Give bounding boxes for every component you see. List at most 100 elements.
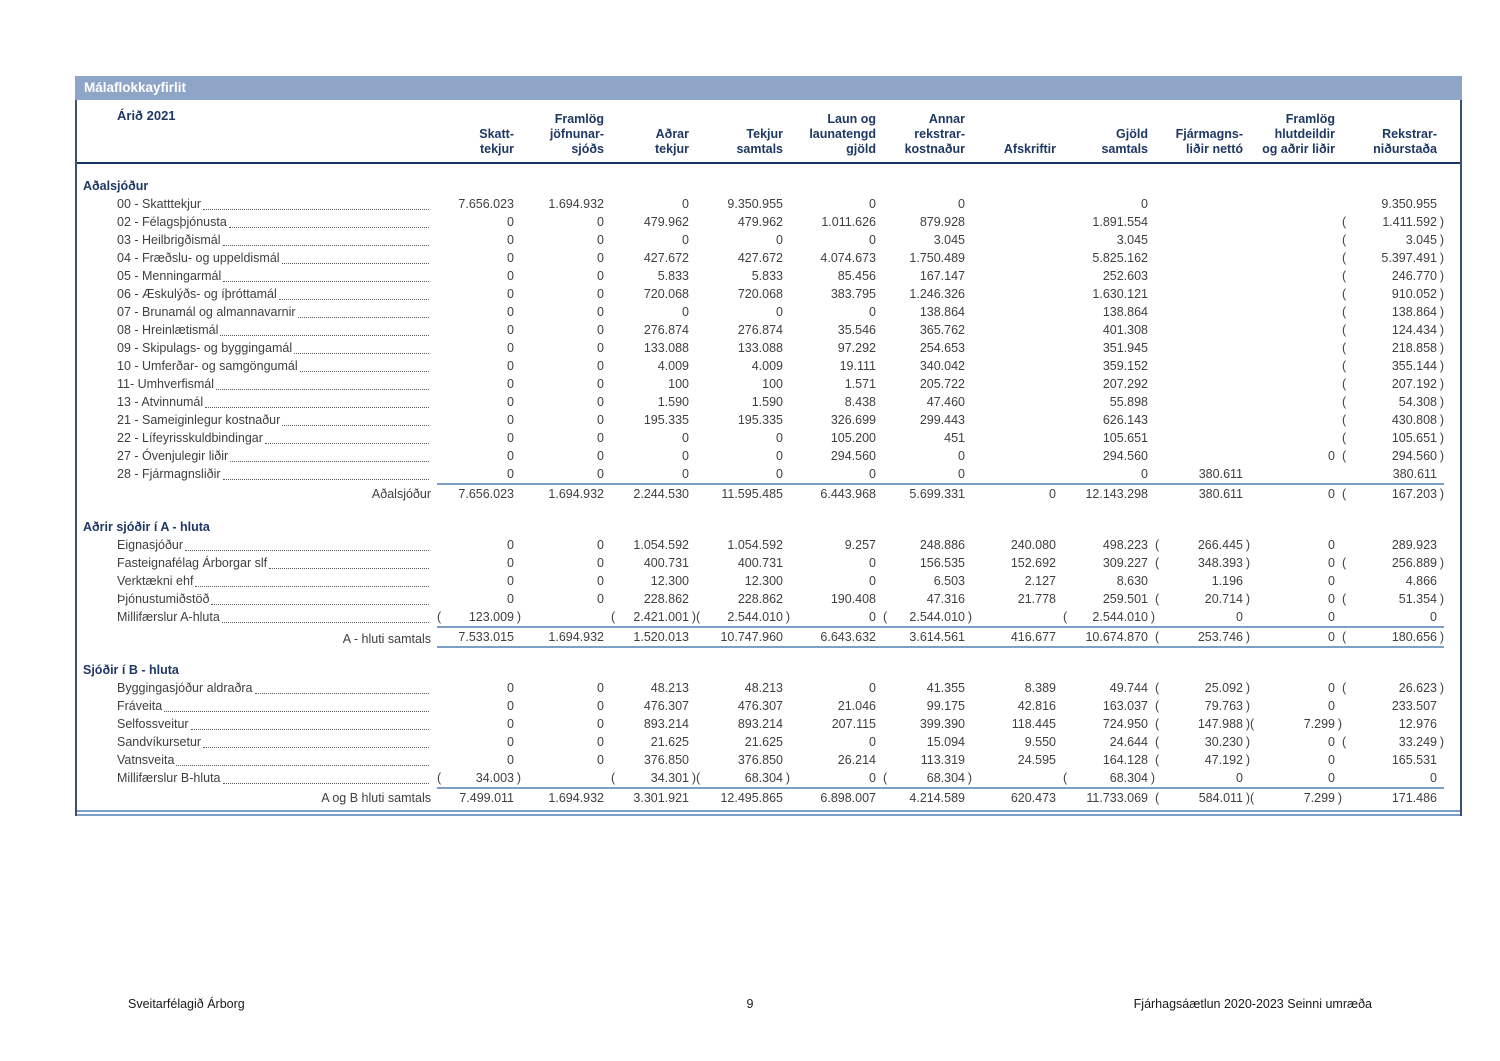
value-cell: 0: [521, 339, 611, 357]
value-cell: 12.300: [611, 572, 696, 590]
paren-close: [604, 628, 611, 646]
value-cell: 0: [1250, 626, 1342, 648]
cell-number: 0: [1141, 197, 1148, 211]
value-cell: 0: [790, 608, 883, 626]
cell-number: 0: [507, 287, 514, 301]
paren-close: [1335, 608, 1342, 626]
paren-open: [611, 536, 618, 554]
paren-open: [521, 411, 528, 429]
row-label: 09 - Skipulags- og byggingamál: [77, 339, 437, 357]
row-label-text: 13 - Atvinnumál: [117, 395, 204, 409]
paren-open: [1250, 447, 1257, 465]
paren-close: [965, 339, 972, 357]
value-cell: 359.152: [1063, 357, 1155, 375]
value-cell: 0: [521, 465, 611, 483]
paren-close: ): [516, 771, 521, 785]
paren-open: [972, 789, 979, 807]
paren-close: [1335, 679, 1342, 697]
paren-close: [876, 357, 883, 375]
value-cell: 4.074.673: [790, 249, 883, 267]
paren-open: [611, 485, 618, 503]
cell-number: 0: [507, 269, 514, 283]
paren-open: [790, 375, 797, 393]
paren-close: [689, 429, 696, 447]
paren-open: [972, 536, 979, 554]
value-cell: 620.473: [972, 787, 1063, 807]
paren-close: [783, 411, 790, 429]
value-cell: (25.092): [1155, 679, 1250, 697]
value-cell: 7.533.015: [437, 626, 521, 648]
value-cell: 9.550: [972, 733, 1063, 751]
paren-close: [1056, 751, 1063, 769]
value-cell: 0: [521, 267, 611, 285]
paren-close: ): [1439, 377, 1444, 391]
value-cell: 1.630.121: [1063, 285, 1155, 303]
value-cell: 399.390: [883, 715, 972, 733]
cell-number: 2.544.010: [909, 610, 965, 624]
value-cell: 0: [521, 715, 611, 733]
paren-open: [883, 679, 890, 697]
dotted-leader: [282, 425, 429, 426]
paren-close: [1148, 751, 1155, 769]
paren-close: [1148, 249, 1155, 267]
paren-open: (: [1342, 556, 1347, 570]
value-cell: 0: [883, 465, 972, 483]
paren-close: [1335, 751, 1342, 769]
paren-close: [876, 536, 883, 554]
cell-number: 0: [597, 699, 604, 713]
dotted-leader: [176, 765, 429, 766]
paren-open: (: [696, 610, 701, 624]
value-cell: 6.503: [883, 572, 972, 590]
paren-open: [521, 195, 528, 213]
paren-open: [883, 285, 890, 303]
paren-close: [689, 590, 696, 608]
value-cell: 0: [790, 733, 883, 751]
value-cell: (266.445): [1155, 536, 1250, 554]
value-cell: 9.350.955: [1342, 195, 1444, 213]
paren-open: (: [1250, 791, 1255, 805]
paren-close: [1148, 195, 1155, 213]
cell-number: 380.611: [1198, 487, 1243, 501]
row-label-text: 05 - Menningarmál: [117, 269, 222, 283]
paren-close: [965, 751, 972, 769]
paren-close: [965, 733, 972, 751]
paren-close: [514, 447, 521, 465]
row-label: Byggingasjóður aldraðra: [77, 679, 437, 697]
paren-open: [521, 393, 528, 411]
dotted-leader: [222, 783, 429, 784]
paren-open: [790, 303, 797, 321]
value-cell: 228.862: [611, 590, 696, 608]
cell-number: 0: [682, 467, 689, 481]
value-cell: 0: [1342, 769, 1444, 787]
paren-open: [437, 411, 444, 429]
cell-number: 163.037: [1102, 699, 1148, 713]
paren-close: [1335, 590, 1342, 608]
value-cell: 0: [521, 393, 611, 411]
cell-number: 365.762: [919, 323, 965, 337]
value-cell: 0: [437, 411, 521, 429]
cell-number: 248.886: [919, 538, 965, 552]
table-row: Fráveita 0 0 476.307 476.307 21.046 99.175 42.8…: [77, 697, 1460, 715]
paren-close: [604, 554, 611, 572]
paren-close: [514, 267, 521, 285]
paren-close: ): [1439, 431, 1444, 445]
cell-number: 3.045: [1116, 233, 1148, 247]
paren-close: [1437, 608, 1444, 626]
paren-open: [1342, 751, 1349, 769]
paren-close: [783, 375, 790, 393]
value-cell: 0: [611, 231, 696, 249]
paren-open: [1063, 213, 1070, 231]
cell-number: 11.595.485: [721, 487, 783, 501]
paren-close: [783, 715, 790, 733]
cell-number: 167.147: [919, 269, 965, 283]
paren-open: [1250, 697, 1257, 715]
paren-open: (: [1155, 753, 1160, 767]
paren-close: [876, 303, 883, 321]
paren-open: [696, 303, 703, 321]
paren-close: [689, 628, 696, 646]
paren-close: [876, 733, 883, 751]
paren-open: [883, 590, 890, 608]
paren-open: [790, 554, 797, 572]
value-cell: 0: [521, 536, 611, 554]
paren-open: (: [1155, 699, 1160, 713]
